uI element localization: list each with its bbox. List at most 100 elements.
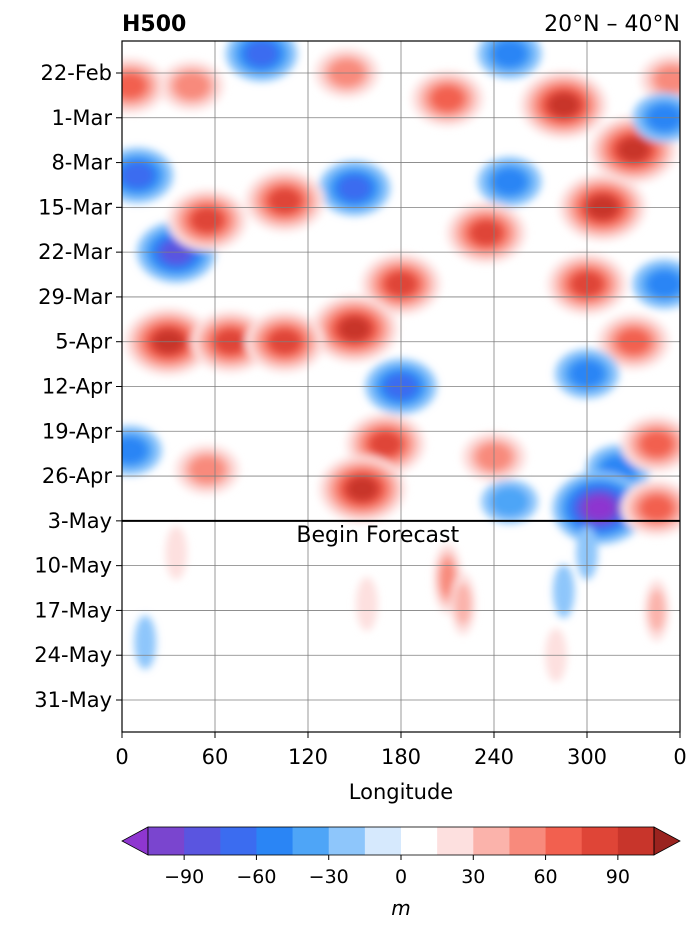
colorbar-tick-label: −90 bbox=[164, 866, 204, 888]
plot-area bbox=[122, 41, 680, 732]
x-tick-label: 60 bbox=[202, 745, 229, 769]
colorbar-extend-high bbox=[653, 826, 681, 856]
anomaly-band bbox=[165, 525, 188, 580]
colorbar-tick-label: 30 bbox=[461, 866, 485, 888]
anomaly-blob bbox=[225, 41, 298, 82]
anomaly-blob bbox=[620, 480, 680, 536]
y-tick-label: 22-Feb bbox=[41, 61, 112, 85]
colorbar-segment bbox=[401, 827, 438, 855]
anomaly-band bbox=[122, 73, 146, 99]
anomaly-band bbox=[619, 138, 648, 161]
anomaly-blob bbox=[477, 41, 542, 79]
anomaly-blob bbox=[356, 577, 378, 631]
anomaly-blob bbox=[450, 573, 476, 635]
anomaly-band bbox=[492, 41, 527, 68]
colorbar-segment bbox=[545, 827, 583, 855]
anomaly-band bbox=[492, 168, 527, 196]
anomaly-band bbox=[647, 270, 680, 298]
anomaly-band bbox=[552, 564, 575, 619]
anomaly-band bbox=[122, 163, 154, 188]
anomaly-band bbox=[439, 559, 456, 598]
anomaly-blob bbox=[167, 189, 247, 251]
anomaly-blob bbox=[311, 295, 398, 363]
x-axis-label: Longitude bbox=[349, 780, 453, 804]
anomaly-blob bbox=[165, 525, 188, 580]
y-tick-label: 19-Apr bbox=[42, 419, 113, 443]
y-tick-label: 10-May bbox=[34, 554, 112, 578]
anomaly-blob bbox=[245, 170, 325, 232]
colorbar-tick-label: 60 bbox=[533, 866, 557, 888]
chart-title-left: H500 bbox=[122, 12, 186, 37]
colorbar-segment bbox=[328, 827, 366, 855]
anomaly-blob bbox=[318, 455, 406, 523]
colorbar-segment bbox=[509, 827, 546, 855]
colorbar-extend-low bbox=[121, 826, 149, 856]
forecast-annotation: Begin Forecast bbox=[296, 523, 459, 548]
x-tick-label: 120 bbox=[288, 745, 328, 769]
x-tick-label: 0 bbox=[115, 745, 128, 769]
anomaly-band bbox=[340, 317, 369, 341]
anomaly-band bbox=[356, 577, 378, 631]
x-axis: 0 60 120 180 240 300 0 bbox=[115, 732, 687, 769]
anomaly-blob bbox=[477, 156, 542, 207]
y-tick-label: 15-Mar bbox=[38, 195, 112, 219]
y-tick-label: 12-Apr bbox=[42, 375, 113, 399]
anomaly-band bbox=[174, 72, 209, 100]
anomaly-band bbox=[640, 495, 673, 521]
colorbar-segment bbox=[220, 827, 257, 855]
anomaly-blob bbox=[122, 57, 166, 114]
x-tick-label: 180 bbox=[381, 745, 421, 769]
colorbar-segment bbox=[617, 827, 655, 855]
anomaly-band bbox=[655, 66, 680, 93]
x-tick-label: 0 bbox=[673, 745, 686, 769]
anomaly-blob bbox=[520, 71, 608, 139]
anomaly-band bbox=[269, 189, 300, 213]
anomaly-band bbox=[245, 41, 278, 67]
y-tick-label: 31-May bbox=[34, 688, 112, 712]
y-axis: 22-Feb 1-Mar 8-Mar 15-Mar 22-Mar 29-Mar 5-Apr 1… bbox=[34, 61, 122, 712]
y-tick-label: 24-May bbox=[34, 643, 112, 667]
anomaly-band bbox=[585, 497, 614, 519]
anomaly-band bbox=[134, 615, 157, 670]
y-tick-label: 3-May bbox=[48, 509, 112, 533]
anomaly-band bbox=[431, 86, 464, 111]
anomaly-band bbox=[190, 456, 225, 484]
y-tick-label: 22-Mar bbox=[38, 240, 112, 264]
anomaly-blob bbox=[446, 202, 526, 264]
colorbar-segment bbox=[292, 827, 330, 855]
colorbar-segment bbox=[581, 827, 619, 855]
colorbar-segment bbox=[256, 827, 293, 855]
y-tick-label: 1-Mar bbox=[51, 106, 112, 130]
anomaly-blob bbox=[640, 54, 680, 105]
anomaly-blob bbox=[159, 60, 224, 111]
anomaly-blob bbox=[480, 479, 539, 524]
anomaly-band bbox=[489, 486, 530, 517]
anomaly-blob bbox=[411, 70, 484, 127]
anomaly-blob bbox=[620, 416, 680, 472]
y-tick-label: 8-Mar bbox=[51, 151, 112, 175]
anomaly-blob bbox=[632, 259, 680, 310]
anomaly-blob bbox=[552, 564, 575, 619]
colorbar-segment bbox=[364, 827, 402, 855]
colorbar-tick-label: 0 bbox=[395, 866, 407, 888]
anomaly-band bbox=[549, 93, 579, 117]
chart-title-right: 20°N – 40°N bbox=[544, 12, 680, 37]
anomaly-blob bbox=[552, 471, 647, 545]
y-tick-label: 5-Apr bbox=[55, 330, 112, 354]
x-tick-label: 240 bbox=[474, 745, 514, 769]
anomaly-band bbox=[338, 175, 371, 201]
colorbar-tick-label: −60 bbox=[236, 866, 276, 888]
colorbar-tick-label: −30 bbox=[309, 866, 349, 888]
y-tick-label: 29-Mar bbox=[38, 285, 112, 309]
anomaly-blob bbox=[318, 160, 391, 216]
anomaly-blob bbox=[134, 615, 157, 670]
colorbar-segment bbox=[148, 827, 185, 855]
colorbar-segment bbox=[437, 827, 474, 855]
y-tick-label: 26-Apr bbox=[42, 464, 113, 488]
anomaly-band bbox=[640, 431, 673, 457]
y-tick-label: 17-May bbox=[34, 598, 112, 622]
anomaly-blob bbox=[122, 425, 162, 476]
anomaly-band bbox=[347, 477, 377, 501]
colorbar: −90 −60 −30 0 30 60 90 bbox=[121, 826, 681, 888]
